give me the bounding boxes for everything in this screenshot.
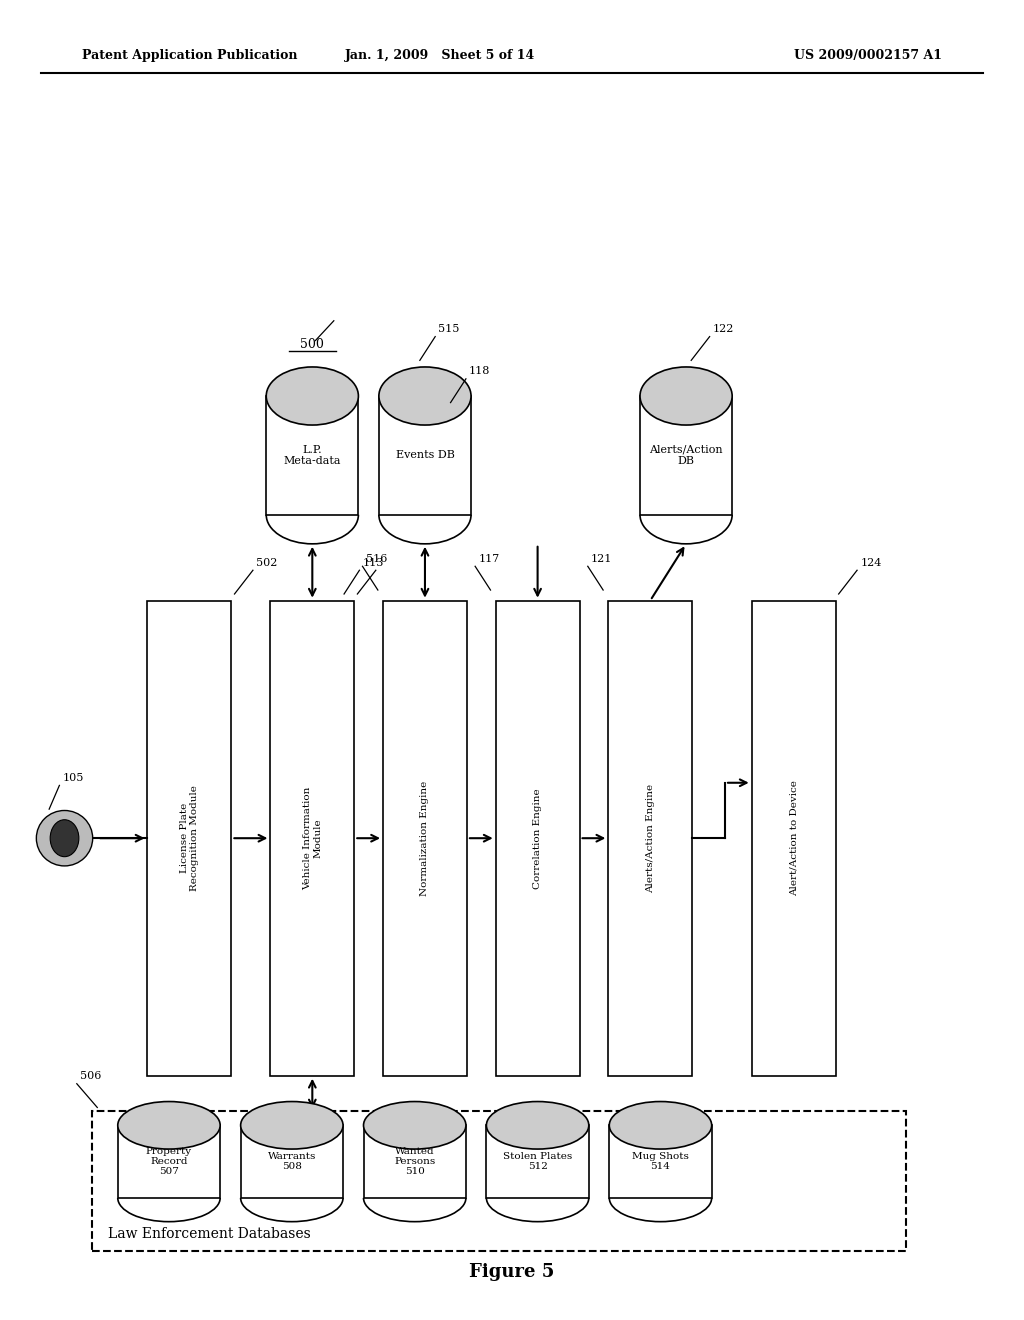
Text: Stolen Plates
512: Stolen Plates 512 <box>503 1152 572 1171</box>
Bar <box>608 601 692 1076</box>
Bar <box>609 1125 712 1199</box>
Bar <box>752 601 836 1076</box>
Text: 121: 121 <box>591 553 612 564</box>
Text: Warrants
508: Warrants 508 <box>267 1152 316 1171</box>
Text: 113: 113 <box>362 557 384 568</box>
Ellipse shape <box>266 367 358 425</box>
Bar <box>266 396 358 515</box>
Text: License Plate
Recognition Module: License Plate Recognition Module <box>180 785 199 891</box>
Ellipse shape <box>37 810 93 866</box>
Text: Figure 5: Figure 5 <box>469 1263 555 1282</box>
Text: Normalization Engine: Normalization Engine <box>421 780 429 896</box>
Text: Alerts/Action Engine: Alerts/Action Engine <box>646 784 654 892</box>
Ellipse shape <box>486 1101 589 1148</box>
Text: 500: 500 <box>300 338 325 351</box>
Bar <box>383 601 467 1076</box>
Text: 506: 506 <box>80 1071 101 1081</box>
Text: Mug Shots
514: Mug Shots 514 <box>632 1152 689 1171</box>
Text: 118: 118 <box>469 366 490 376</box>
Text: Jan. 1, 2009   Sheet 5 of 14: Jan. 1, 2009 Sheet 5 of 14 <box>345 49 536 62</box>
Bar <box>241 1125 343 1199</box>
Text: Correlation Engine: Correlation Engine <box>534 788 542 888</box>
Text: Wanted
Persons
510: Wanted Persons 510 <box>394 1147 435 1176</box>
Bar <box>640 396 732 515</box>
Text: Alert/Action to Device: Alert/Action to Device <box>790 780 798 896</box>
Text: Alerts/Action
DB: Alerts/Action DB <box>649 445 723 466</box>
Ellipse shape <box>118 1101 220 1148</box>
Text: Patent Application Publication: Patent Application Publication <box>82 49 297 62</box>
Text: Events DB: Events DB <box>395 450 455 461</box>
Ellipse shape <box>379 367 471 425</box>
Text: Law Enforcement Databases: Law Enforcement Databases <box>108 1226 310 1241</box>
Text: 515: 515 <box>438 323 460 334</box>
Text: 516: 516 <box>366 553 387 564</box>
Ellipse shape <box>241 1101 343 1148</box>
Bar <box>364 1125 466 1199</box>
Ellipse shape <box>640 367 732 425</box>
Bar <box>147 601 231 1076</box>
Ellipse shape <box>364 1101 466 1148</box>
Text: 122: 122 <box>713 323 734 334</box>
Bar <box>92 1111 906 1251</box>
Circle shape <box>50 820 79 857</box>
Text: 117: 117 <box>478 553 500 564</box>
Text: Vehicle Information
Module: Vehicle Information Module <box>303 787 322 890</box>
Text: Property
Record
507: Property Record 507 <box>145 1147 193 1176</box>
Ellipse shape <box>609 1101 712 1148</box>
Bar <box>486 1125 589 1199</box>
Bar <box>496 601 580 1076</box>
Bar <box>379 396 471 515</box>
Text: 502: 502 <box>256 557 278 568</box>
Text: 124: 124 <box>860 557 882 568</box>
Text: L.P.
Meta-data: L.P. Meta-data <box>284 445 341 466</box>
Text: 105: 105 <box>62 772 84 783</box>
Bar <box>118 1125 220 1199</box>
Text: US 2009/0002157 A1: US 2009/0002157 A1 <box>794 49 942 62</box>
Bar <box>270 601 354 1076</box>
